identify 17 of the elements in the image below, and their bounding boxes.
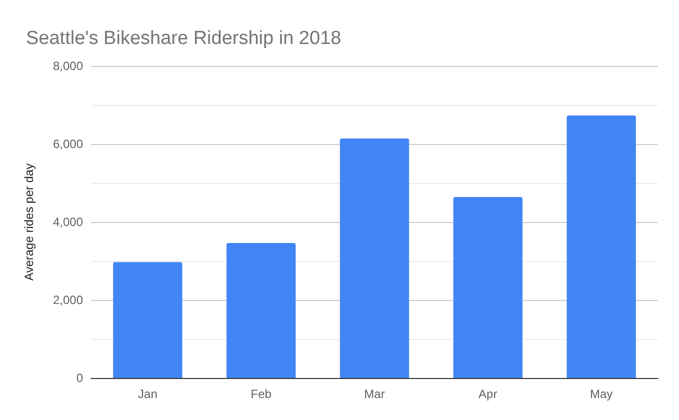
x-tick-label: Apr [478,387,498,401]
bar [226,243,296,378]
x-tick-label: Mar [364,387,385,401]
x-tick-label: Jan [138,387,158,401]
y-tick-label: 8,000 [52,59,84,73]
bar [113,262,182,378]
bar [566,116,636,378]
y-tick-label: 0 [76,371,84,385]
bar [453,197,522,378]
y-tick-label: 6,000 [52,137,84,151]
y-axis-title: Average rides per day [22,163,36,281]
chart-title: Seattle's Bikeshare Ridership in 2018 [26,28,342,49]
x-tick-label: May [590,387,613,401]
bar [340,138,410,378]
y-tick-label: 4,000 [52,215,84,229]
y-tick-label: 2,000 [52,293,84,307]
x-tick-label: Feb [250,387,272,401]
